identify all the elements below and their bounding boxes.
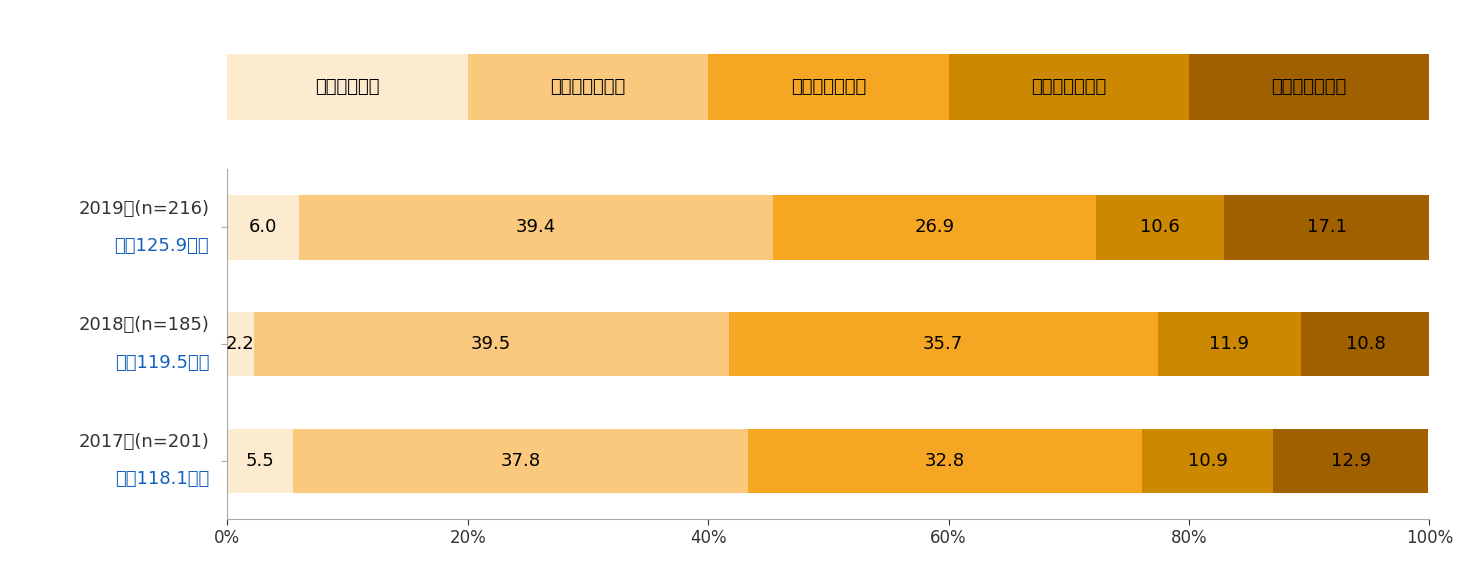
- Bar: [1272, 429, 1428, 493]
- Text: ２００万円未満: ２００万円未満: [1031, 78, 1107, 96]
- Text: 平均119.5万円: 平均119.5万円: [114, 354, 210, 372]
- Bar: [1189, 55, 1429, 121]
- Text: １５０万円未満: １５０万円未満: [790, 78, 866, 96]
- Bar: [254, 312, 729, 376]
- Bar: [468, 55, 708, 121]
- Text: 2.2: 2.2: [226, 335, 255, 353]
- Bar: [729, 312, 1158, 376]
- Text: 平均118.1万円: 平均118.1万円: [114, 470, 210, 488]
- Bar: [1300, 312, 1431, 376]
- Bar: [293, 429, 748, 493]
- Text: 17.1: 17.1: [1306, 218, 1347, 236]
- Bar: [1142, 429, 1272, 493]
- Text: 35.7: 35.7: [924, 335, 963, 353]
- Text: 2018年(n=185): 2018年(n=185): [78, 316, 210, 334]
- Bar: [1224, 196, 1429, 259]
- Bar: [708, 55, 949, 121]
- Text: 5.5: 5.5: [246, 452, 274, 470]
- Bar: [227, 196, 299, 259]
- Text: 37.8: 37.8: [500, 452, 541, 470]
- Text: 平均125.9万円: 平均125.9万円: [114, 237, 210, 255]
- Text: 10.9: 10.9: [1187, 452, 1227, 470]
- Bar: [227, 55, 468, 121]
- Text: 10.6: 10.6: [1141, 218, 1180, 236]
- Text: 12.9: 12.9: [1331, 452, 1371, 470]
- Text: 2017年(n=201): 2017年(n=201): [78, 433, 210, 451]
- Bar: [1158, 312, 1300, 376]
- Text: 6.0: 6.0: [249, 218, 277, 236]
- Text: 11.9: 11.9: [1209, 335, 1249, 353]
- Bar: [299, 196, 773, 259]
- Bar: [227, 429, 293, 493]
- Bar: [773, 196, 1097, 259]
- Text: 26.9: 26.9: [915, 218, 954, 236]
- Bar: [227, 312, 254, 376]
- Text: ２００万円以上: ２００万円以上: [1271, 78, 1347, 96]
- Bar: [748, 429, 1142, 493]
- Text: ５０万円未満: ５０万円未満: [315, 78, 380, 96]
- Text: １００万円未満: １００万円未満: [550, 78, 626, 96]
- Text: 39.5: 39.5: [471, 335, 512, 353]
- Text: 10.8: 10.8: [1346, 335, 1385, 353]
- Bar: [1097, 196, 1224, 259]
- Text: 39.4: 39.4: [516, 218, 556, 236]
- Bar: [949, 55, 1189, 121]
- Text: 32.8: 32.8: [925, 452, 965, 470]
- Text: 2019年(n=216): 2019年(n=216): [78, 200, 210, 218]
